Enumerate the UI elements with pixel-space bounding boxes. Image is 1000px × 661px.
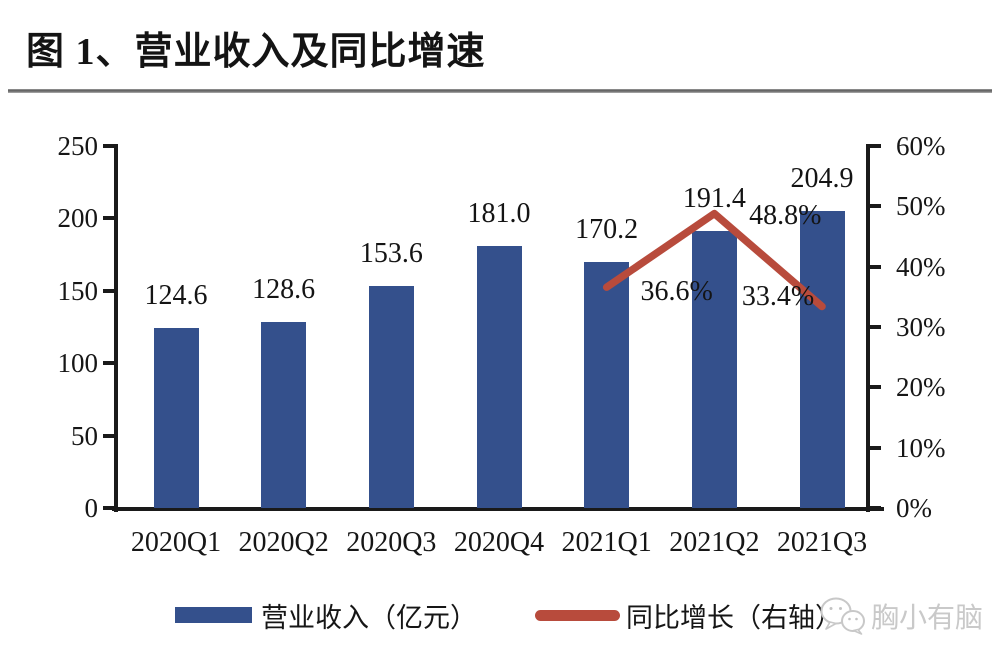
right-axis-tick-label: 40% [896, 251, 946, 282]
legend-item-revenue: 营业收入（亿元） [175, 597, 477, 633]
right-axis-tick [868, 506, 881, 510]
legend-bar-swatch [175, 607, 252, 623]
x-axis-line [112, 507, 884, 511]
legend-label-revenue: 营业收入（亿元） [261, 602, 477, 633]
right-axis-tick-label: 0% [896, 493, 932, 523]
left-axis-tick-label: 50 [71, 420, 98, 451]
right-axis-tick [868, 204, 881, 209]
wechat-icon [820, 597, 865, 635]
x-axis-label: 2020Q2 [238, 527, 329, 558]
left-axis-tick [103, 361, 116, 366]
left-axis-tick-label: 250 [57, 131, 99, 161]
right-axis-tick [868, 325, 881, 329]
left-axis-line [114, 144, 118, 512]
bar-value-label: 204.9 [790, 163, 854, 195]
left-axis-tick [103, 433, 116, 438]
bar [261, 321, 307, 508]
left-axis-tick-label: 0 [84, 493, 99, 523]
bar [476, 245, 522, 508]
left-axis-tick [103, 144, 116, 148]
line-point-label: 33.4% [741, 281, 815, 313]
x-axis-label: 2020Q1 [130, 527, 222, 558]
bar-value-label: 170.2 [575, 213, 639, 245]
x-axis-label: 2021Q1 [561, 527, 652, 558]
right-axis-tick-label: 30% [896, 312, 946, 342]
right-axis-tick-label: 50% [896, 191, 946, 222]
bar-value-label: 128.6 [252, 273, 316, 305]
line-point-label: 36.6% [640, 276, 713, 308]
x-axis-label: 2020Q3 [346, 527, 437, 558]
legend-item-growth: 同比增长（右轴） [535, 597, 842, 633]
right-axis-tick [868, 385, 881, 390]
bar [691, 230, 737, 508]
left-axis-tick-label: 100 [57, 348, 99, 379]
legend-line-swatch [535, 609, 620, 621]
right-axis-tick-label: 10% [896, 432, 946, 463]
title-divider [8, 89, 992, 93]
x-axis-label: 2021Q3 [776, 527, 868, 558]
left-axis-tick [103, 216, 116, 221]
legend-label-growth: 同比增长（右轴） [626, 602, 842, 633]
x-axis-label: 2020Q4 [453, 527, 545, 558]
bar-value-label: 191.4 [682, 182, 746, 214]
x-axis-label: 2021Q2 [669, 527, 760, 558]
bar [153, 327, 199, 508]
bar [584, 261, 630, 508]
bar-value-label: 124.6 [144, 279, 208, 311]
figure-title: 图 1、营业收入及同比增速 [26, 31, 486, 73]
bar [799, 211, 845, 508]
right-axis-tick [868, 264, 881, 269]
bar-value-label: 181.0 [467, 197, 531, 229]
watermark-text: 胸小有脑 [871, 602, 984, 633]
left-axis-tick [103, 288, 116, 293]
right-axis-tick-label: 60% [896, 131, 946, 161]
left-axis-tick-label: 150 [57, 275, 99, 306]
right-axis-tick [868, 445, 881, 450]
line-point-label: 48.8% [749, 199, 822, 231]
watermark: 胸小有脑 [819, 595, 983, 637]
right-axis-tick [868, 144, 881, 148]
bar [368, 285, 414, 508]
right-axis-tick-label: 20% [896, 372, 946, 403]
left-axis-tick [103, 506, 116, 510]
left-axis-tick-label: 200 [57, 203, 99, 234]
bar-value-label: 153.6 [359, 237, 423, 269]
